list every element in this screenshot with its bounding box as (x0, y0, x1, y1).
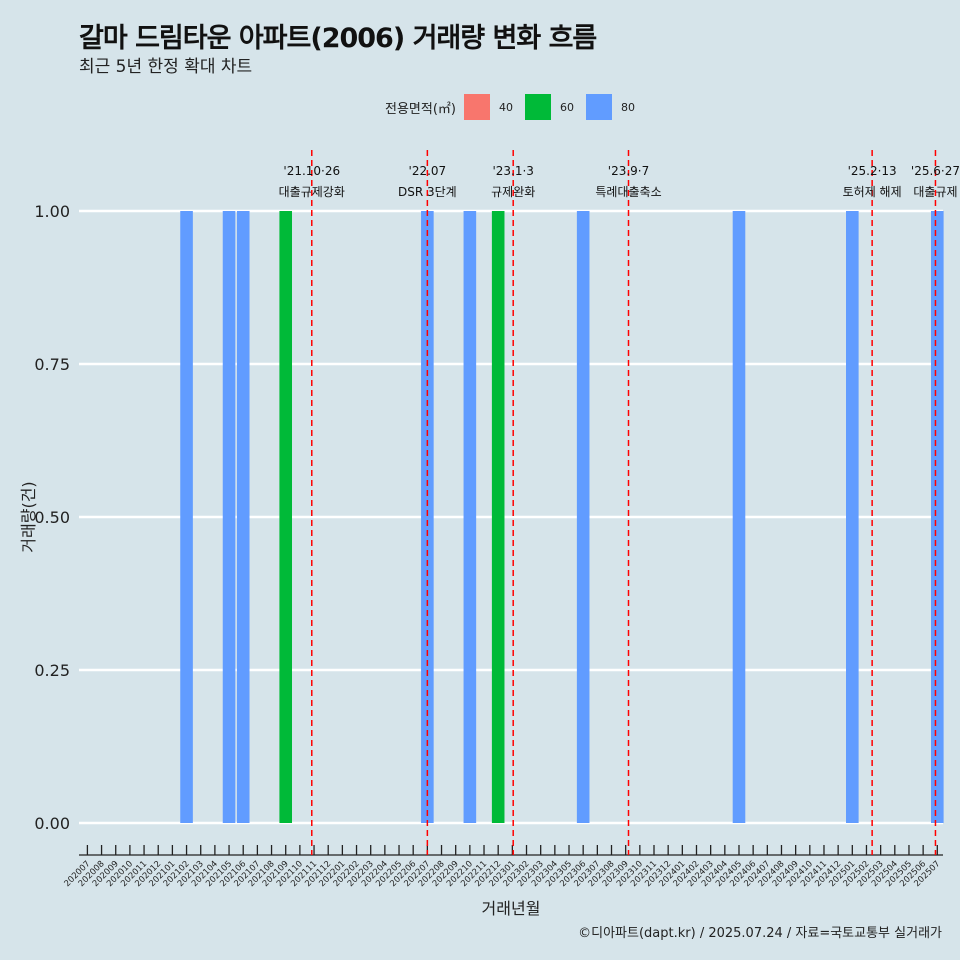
legend-swatch-40 (463, 94, 490, 120)
bar-202507 (931, 211, 944, 823)
event-date: '25.2·13 (848, 164, 897, 178)
event-date: '21.10·26 (283, 164, 340, 178)
legend-item-40: 40 (463, 94, 513, 120)
legend-label-80: 80 (620, 100, 635, 114)
event-date: '23.1·3 (492, 164, 533, 178)
legend-item-80: 80 (585, 94, 635, 120)
bar-202102 (180, 211, 193, 823)
bar-202405 (732, 211, 746, 823)
legend-item-60: 60 (524, 94, 574, 120)
event-label: 대출규제 (913, 185, 957, 199)
event-date: '22.07 (409, 164, 447, 178)
y-tick-label: 0.00 (34, 814, 70, 833)
bar-202109 (279, 211, 293, 823)
bar-202106 (236, 211, 250, 823)
legend-swatch-80 (585, 94, 612, 120)
legend-swatch-60 (524, 94, 551, 120)
event-label: 특례대출축소 (595, 185, 661, 199)
y-tick-label: 0.75 (34, 355, 70, 374)
y-tick-label: 0.25 (34, 661, 70, 680)
legend-label-40: 40 (498, 100, 513, 114)
event-date: '25.6·27 (911, 164, 960, 178)
chart-title: 갈마 드림타운 아파트(2006) 거래량 변화 흐름 (79, 23, 597, 54)
bar-202105 (222, 211, 236, 823)
event-label: 규제완화 (491, 185, 535, 199)
x-axis-title: 거래년월 (482, 899, 541, 918)
bar-202212 (491, 211, 505, 823)
chart-subtitle: 최근 5년 한정 확대 차트 (79, 57, 253, 77)
bar-202306 (576, 211, 590, 823)
legend-title: 전용면적(㎡) (385, 101, 456, 117)
source-caption: ©디아파트(dapt.kr) / 2025.07.24 / 자료=국토교통부 실… (578, 926, 942, 941)
bar-202207 (421, 211, 434, 823)
legend-label-60: 60 (559, 100, 574, 114)
y-tick-label: 0.50 (34, 508, 70, 527)
event-label: 대출규제강화 (279, 185, 345, 199)
event-label: DSR 3단계 (398, 185, 457, 199)
y-axis-title: 거래량(건) (19, 481, 38, 552)
event-date: '23.9·7 (608, 164, 649, 178)
bar-202210 (463, 211, 477, 823)
y-tick-label: 1.00 (34, 202, 70, 221)
event-label: 토허제 해제 (843, 185, 902, 199)
legend: 전용면적(㎡) 40 60 80 (385, 93, 647, 121)
bar-202501 (846, 211, 859, 823)
